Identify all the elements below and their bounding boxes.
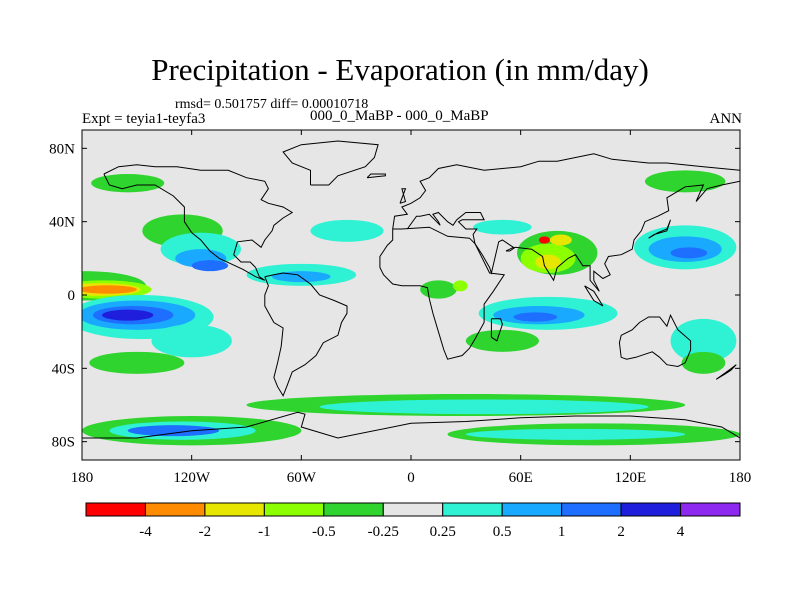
colorbar-swatch bbox=[144, 502, 206, 517]
field-region-spac-dblue bbox=[102, 309, 154, 321]
y-tick-label: 40N bbox=[49, 215, 75, 231]
coastline-3 bbox=[379, 226, 506, 360]
colorbar-swatch bbox=[442, 502, 503, 517]
y-tick-label: 0 bbox=[68, 288, 76, 304]
field-region-spac-cyan-south bbox=[151, 324, 232, 358]
colorbar-swatch bbox=[85, 502, 146, 517]
coastline-5 bbox=[406, 180, 740, 292]
x-tick-label: 180 bbox=[71, 470, 94, 486]
y-tick-label: 80S bbox=[52, 435, 75, 451]
coastline-12 bbox=[366, 173, 386, 179]
colorbar-swatch bbox=[204, 502, 265, 517]
coastline-9 bbox=[584, 285, 604, 307]
season-label: ANN bbox=[709, 111, 743, 127]
field-region-southern-cyan bbox=[319, 399, 649, 415]
colorbar-label: 0.5 bbox=[493, 524, 512, 540]
experiment-label: Expt = teyia1-teyfa3 bbox=[82, 111, 206, 127]
field-region-aus-cyan bbox=[670, 318, 737, 363]
field-regions bbox=[82, 170, 740, 446]
field-region-spac-green bbox=[89, 351, 185, 374]
colorbar-label: -4 bbox=[139, 524, 152, 540]
field-region-asia-yellow bbox=[535, 254, 561, 270]
y-tick-label: 80N bbox=[49, 141, 75, 157]
x-tick-label: 0 bbox=[407, 470, 415, 486]
field-region-natl-north-cyan bbox=[310, 219, 384, 242]
colorbar-label: 2 bbox=[617, 524, 625, 540]
experiment-period-subtitle: 000_0_MaBP - 000_0_MaBP bbox=[310, 108, 489, 124]
coastline-4 bbox=[392, 153, 740, 230]
colorbar-swatch bbox=[323, 502, 384, 517]
colorbar-label: -1 bbox=[258, 524, 271, 540]
field-region-asia-red bbox=[538, 236, 550, 244]
field-region-antarctic-cyan-east bbox=[465, 428, 686, 440]
colorbar-label: -0.25 bbox=[368, 524, 399, 540]
field-region-antarctic-blue bbox=[127, 425, 220, 437]
field-region-siberia-green bbox=[644, 170, 726, 193]
colorbar-swatch bbox=[561, 502, 622, 517]
x-tick-label: 60E bbox=[509, 470, 533, 486]
field-region-indian-green bbox=[465, 329, 539, 352]
field-region-indian-blue bbox=[513, 312, 558, 322]
field-region-asia-cyan bbox=[473, 219, 532, 235]
y-tick-label: 40S bbox=[52, 361, 75, 377]
colorbar-label: -2 bbox=[199, 524, 212, 540]
colorbar-swatch bbox=[501, 502, 563, 517]
field-region-aus-green bbox=[681, 351, 726, 374]
colorbar-label: 1 bbox=[558, 524, 566, 540]
coastlines bbox=[82, 140, 740, 439]
colorbar-swatch bbox=[382, 502, 444, 517]
field-region-natl-lblue bbox=[272, 271, 331, 283]
colorbar-swatch bbox=[620, 502, 682, 517]
coastline-7 bbox=[82, 411, 740, 439]
coastline-11 bbox=[399, 188, 407, 204]
x-tick-label: 120E bbox=[614, 470, 646, 486]
map-plot-area bbox=[82, 130, 740, 460]
colorbar-label: 4 bbox=[677, 524, 685, 540]
field-region-africa-green bbox=[420, 280, 457, 299]
coastline-10 bbox=[648, 219, 671, 239]
coastline-8 bbox=[490, 318, 503, 342]
plot-title: Precipitation - Evaporation (in mm/day) bbox=[151, 52, 649, 87]
field-region-asia-yellow-north bbox=[549, 234, 572, 246]
coastline-0 bbox=[103, 164, 294, 281]
coastline-2 bbox=[282, 140, 379, 186]
field-region-nw-pac-blue bbox=[670, 247, 708, 259]
colorbar-label: 0.25 bbox=[430, 524, 456, 540]
colorbar-swatch bbox=[263, 502, 325, 517]
coastline-1 bbox=[264, 272, 348, 397]
colorbar-swatch bbox=[680, 502, 741, 517]
coastline-13 bbox=[715, 364, 737, 380]
field-region-ncentral-pac-orange bbox=[82, 285, 137, 294]
x-tick-label: 180 bbox=[729, 470, 752, 486]
field-region-npac-blue bbox=[191, 260, 229, 272]
colorbar: -4 -2 -1 -0.5 -0.25 0.25 0.5 1 2 4 bbox=[85, 502, 741, 540]
x-tick-label: 60W bbox=[287, 470, 317, 486]
rmsd-diff-stats: rmsd= 0.501757 diff= 0.00010718 bbox=[175, 97, 369, 112]
colorbar-label: -0.5 bbox=[312, 524, 336, 540]
map-axes: 180 120W 60W 0 60E 120E 180 80N 40N 0 40S 80S bbox=[49, 130, 751, 486]
field-region-africa-lgreen bbox=[453, 280, 468, 292]
coastline-6 bbox=[618, 313, 692, 368]
x-tick-label: 120W bbox=[173, 470, 211, 486]
field-region-arctic-green bbox=[91, 174, 165, 193]
